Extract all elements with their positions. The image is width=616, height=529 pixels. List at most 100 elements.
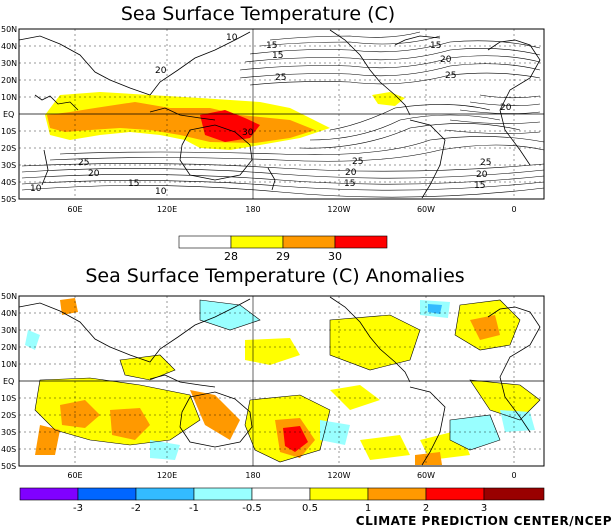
- contour-label: 15: [430, 41, 441, 51]
- legend-label: 30: [328, 250, 342, 263]
- contour-label: 25: [480, 158, 491, 168]
- contour-label: 15: [128, 179, 139, 189]
- legend-label: -2: [131, 503, 141, 514]
- sst-warm-pool: [45, 92, 405, 150]
- contour-label: 15: [474, 181, 485, 191]
- contour-label: 20: [500, 103, 512, 113]
- contour-label: 25: [275, 73, 286, 83]
- credit-text: CLIMATE PREDICTION CENTER/NCEP: [356, 514, 612, 528]
- lon-label: 120W: [327, 471, 350, 480]
- legend-label: -0.5: [242, 503, 262, 514]
- legend-label: 29: [276, 250, 290, 263]
- anomaly-coastlines: [18, 296, 541, 466]
- sst-lon-labels: 60E 120E 180 120W 60W 0: [67, 205, 516, 214]
- contour-label: 25: [352, 157, 363, 167]
- contour-label: 20: [88, 169, 100, 179]
- legend-swatch: [77, 487, 137, 501]
- legend-swatch: [135, 487, 195, 501]
- lon-label: 180: [245, 205, 260, 214]
- contour-label: 15: [272, 51, 283, 61]
- contour-label: 20: [155, 66, 167, 76]
- lat-label: 30S: [1, 428, 16, 437]
- contour-label: 15: [344, 179, 355, 189]
- lon-label: 120E: [157, 471, 177, 480]
- anomaly-lon-labels: 60E 120E 180 120W 60W 0: [67, 471, 516, 480]
- anomaly-lat-labels: 50N 40N 30N 20N 10N EQ 10S 20S 30S 40S 5…: [1, 292, 17, 471]
- anomaly-map-frame: [18, 295, 545, 467]
- sst-map-frame: [18, 28, 545, 200]
- lat-label: 40S: [1, 178, 16, 187]
- legend-swatch: [334, 235, 388, 249]
- lat-label: 30N: [1, 326, 17, 335]
- lon-label: 120W: [327, 205, 350, 214]
- legend-swatch: [178, 235, 232, 249]
- legend-label: 2: [423, 503, 429, 514]
- lat-label: 10S: [1, 394, 16, 403]
- lon-label: 120E: [157, 205, 177, 214]
- lon-label: 0: [511, 205, 516, 214]
- lon-label: 60W: [417, 205, 435, 214]
- lon-label: 60W: [417, 471, 435, 480]
- lat-label: EQ: [3, 110, 14, 119]
- contour-label: 10: [155, 187, 167, 197]
- lat-label: 10N: [1, 360, 17, 369]
- sst-map: 10 15 20 25 30 25 20 15 10 15 20 25 20 1…: [18, 28, 545, 200]
- anomaly-contours: [34, 299, 541, 463]
- lat-label: 20S: [1, 411, 16, 420]
- sst-lat-labels: 50N 40N 30N 20N 10N EQ 10S 20S 30S 40S 5…: [1, 25, 17, 204]
- anomaly-panel: Sea Surface Temperature (C) Anomalies: [1, 265, 612, 528]
- anomaly-legend: -3 -2 -1 -0.5 0.5 1 2 3: [19, 487, 545, 514]
- legend-swatch: [483, 487, 545, 501]
- legend-swatch: [230, 235, 284, 249]
- lat-label: 50S: [1, 462, 16, 471]
- contour-label: 15: [266, 41, 277, 51]
- legend-swatch: [425, 487, 485, 501]
- legend-swatch: [282, 235, 336, 249]
- lon-label: 180: [245, 471, 260, 480]
- legend-label: 0.5: [302, 503, 318, 514]
- lat-label: 50N: [1, 292, 17, 301]
- lat-label: 30N: [1, 59, 17, 68]
- sst-panel: Sea Surface Temperature (C): [1, 3, 545, 263]
- legend-label: 28: [224, 250, 238, 263]
- contour-label: 10: [30, 184, 42, 194]
- lat-label: EQ: [3, 377, 14, 386]
- legend-label: 1: [365, 503, 371, 514]
- lat-label: 50N: [1, 25, 17, 34]
- sst-coastlines: [18, 29, 541, 199]
- sst-title: Sea Surface Temperature (C): [121, 3, 395, 25]
- contour-label: 20: [476, 170, 488, 180]
- contour-label: 25: [78, 158, 89, 168]
- legend-label: -1: [189, 503, 199, 514]
- lat-label: 50S: [1, 195, 16, 204]
- legend-label: -3: [73, 503, 83, 514]
- lat-label: 20S: [1, 144, 16, 153]
- lat-label: 40S: [1, 445, 16, 454]
- lat-label: 20N: [1, 343, 17, 352]
- lon-label: 60E: [67, 471, 82, 480]
- lat-label: 20N: [1, 76, 17, 85]
- contour-label: 30: [242, 128, 254, 138]
- lat-label: 10N: [1, 93, 17, 102]
- lat-label: 10S: [1, 127, 16, 136]
- contour-label: 25: [445, 71, 456, 81]
- sst-legend: 28 29 30: [178, 235, 388, 263]
- contour-label: 20: [440, 55, 452, 65]
- legend-label: 3: [481, 503, 487, 514]
- legend-swatch: [19, 487, 79, 501]
- lon-label: 60E: [67, 205, 82, 214]
- lat-label: 40N: [1, 42, 17, 51]
- sst-isotherms: [21, 31, 545, 198]
- contour-label: 10: [226, 33, 238, 43]
- lon-label: 0: [511, 471, 516, 480]
- anomaly-map: [18, 295, 545, 467]
- lat-label: 40N: [1, 309, 17, 318]
- sst-contour-labels: 10 15 20 25 30 25 20 15 10 15 20 25 20 1…: [30, 33, 512, 197]
- legend-swatch: [367, 487, 427, 501]
- contour-label: 20: [345, 168, 357, 178]
- anomaly-title: Sea Surface Temperature (C) Anomalies: [85, 265, 464, 287]
- lat-label: 30S: [1, 161, 16, 170]
- legend-swatch: [193, 487, 253, 501]
- legend-swatch: [309, 487, 369, 501]
- legend-swatch: [251, 487, 311, 501]
